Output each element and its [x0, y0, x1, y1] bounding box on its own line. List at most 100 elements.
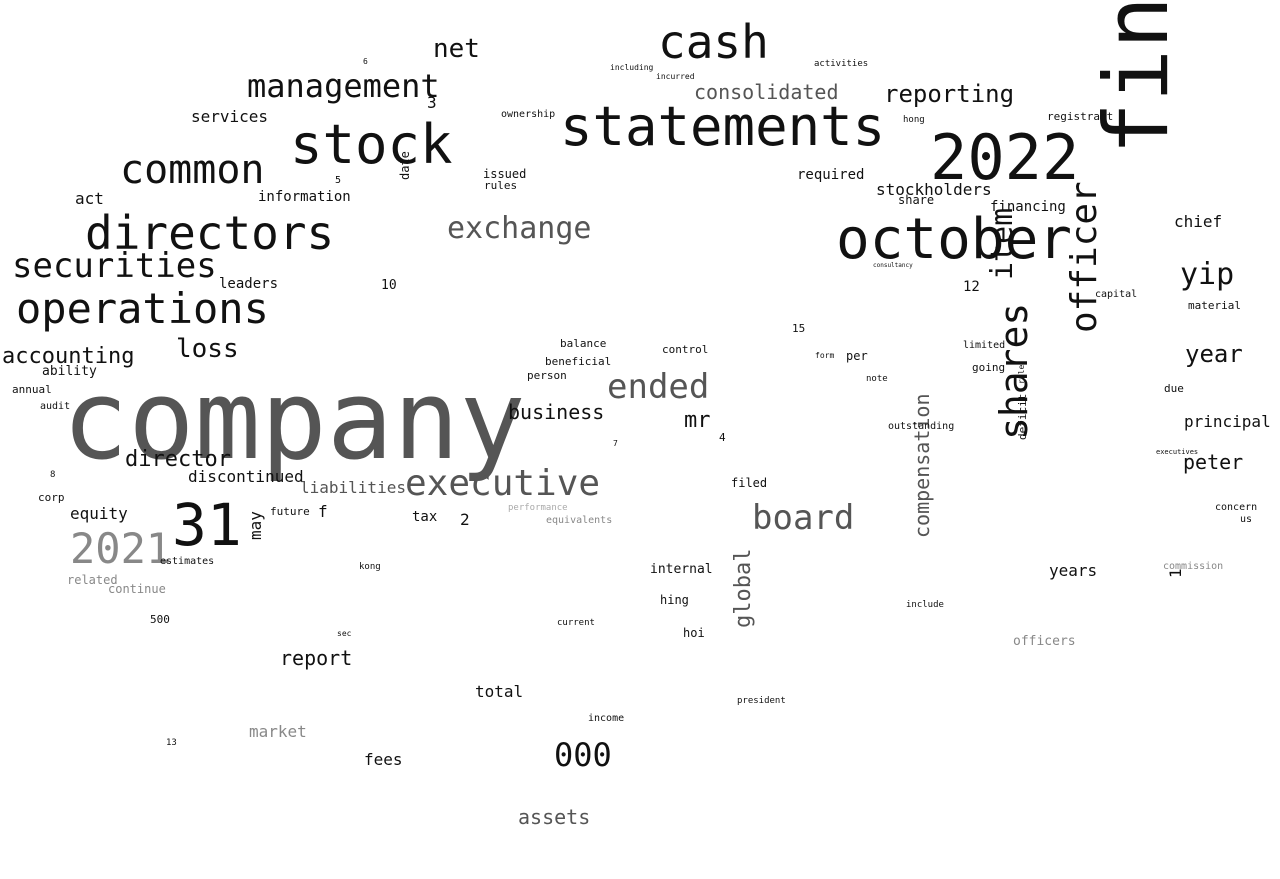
word: due	[1164, 382, 1184, 395]
word: global	[731, 548, 756, 628]
word: total	[475, 682, 524, 701]
word: securities	[12, 246, 217, 286]
word: 2021	[70, 524, 172, 573]
word: including	[610, 63, 654, 72]
word: ability	[42, 364, 97, 379]
word: chief	[1174, 212, 1223, 231]
word: october	[836, 207, 1073, 272]
word: consolidated	[694, 80, 839, 104]
word: operations	[16, 284, 269, 333]
word: 31	[172, 491, 242, 559]
word: equity	[70, 504, 128, 523]
word: include	[906, 600, 944, 610]
word: tax	[412, 509, 438, 525]
word: liabilities	[300, 478, 406, 497]
word: year	[1185, 340, 1243, 368]
word: discontinued	[188, 467, 304, 486]
word: management	[247, 67, 440, 105]
word: leaders	[219, 276, 279, 292]
word: control	[662, 343, 709, 356]
word: related	[67, 573, 118, 587]
word: may	[246, 511, 265, 540]
word: assets	[518, 805, 591, 829]
word: 12	[963, 279, 980, 295]
word: note	[866, 374, 888, 384]
word: 10	[381, 278, 397, 293]
word: f	[318, 502, 328, 521]
word: executives	[1156, 448, 1199, 456]
word: consultancy	[873, 262, 913, 269]
word: 500	[150, 613, 170, 626]
word: per	[846, 349, 868, 363]
word: 8	[50, 470, 56, 480]
word: ended	[607, 367, 710, 407]
word: balance	[560, 337, 607, 350]
word: kong	[359, 562, 381, 572]
word: rule	[1017, 364, 1026, 384]
word: officer	[1064, 181, 1105, 333]
word: date	[398, 151, 412, 180]
word: hoi	[683, 626, 705, 640]
word: reporting	[884, 80, 1015, 108]
word: corp	[38, 491, 65, 504]
word: registrant	[1047, 110, 1114, 123]
word: internal	[650, 562, 713, 577]
word: going	[972, 361, 1006, 374]
word: us	[1240, 514, 1253, 525]
word: common	[120, 147, 265, 193]
word: rules	[484, 179, 518, 192]
word: 2022	[930, 121, 1080, 194]
word: cash	[658, 15, 769, 69]
word: share	[898, 193, 935, 207]
word: services	[191, 107, 269, 126]
word: estimates	[160, 556, 215, 567]
word: equivalents	[546, 515, 613, 526]
word: financing	[990, 199, 1066, 215]
word: net	[433, 34, 480, 64]
word: act	[75, 189, 104, 208]
word: deficit	[1016, 393, 1029, 440]
word: capital	[1095, 289, 1138, 300]
word: income	[588, 713, 625, 724]
word: stock	[290, 113, 453, 176]
word: sec	[337, 629, 352, 638]
word: loss	[176, 334, 239, 364]
word: outstanding	[888, 421, 955, 432]
word: 000	[554, 736, 612, 774]
word: directors	[85, 206, 335, 260]
word: 3	[427, 93, 437, 112]
word: item	[985, 207, 1020, 280]
word: incurred	[656, 72, 695, 81]
word: issued	[483, 167, 527, 181]
word: hing	[660, 593, 689, 607]
word: director	[125, 447, 231, 472]
word: concern	[1215, 502, 1258, 513]
word: statements	[560, 95, 886, 158]
word: report	[280, 646, 353, 670]
word: financial	[1085, 0, 1188, 155]
word: executive	[405, 463, 601, 504]
word: 4	[719, 431, 726, 444]
word: beneficial	[545, 355, 612, 368]
word: annual	[12, 383, 52, 396]
word: company	[62, 356, 526, 484]
word: compensation	[910, 393, 934, 539]
word: principal	[1184, 412, 1271, 431]
word: commission	[1163, 561, 1224, 572]
word: board	[752, 498, 855, 538]
word: accounting	[2, 344, 135, 369]
word: 2	[460, 510, 470, 529]
word: officers	[1013, 634, 1076, 649]
word: continue	[108, 582, 166, 596]
word: 13	[166, 738, 177, 748]
word: 6	[363, 57, 368, 66]
word: ownership	[501, 109, 556, 120]
word: limited	[963, 340, 1006, 351]
word: years	[1049, 561, 1098, 580]
word: form	[815, 351, 835, 360]
word: audit	[40, 401, 71, 412]
word: performance	[508, 503, 568, 513]
word: market	[249, 722, 307, 741]
word: future	[270, 505, 310, 518]
word: required	[797, 167, 865, 183]
